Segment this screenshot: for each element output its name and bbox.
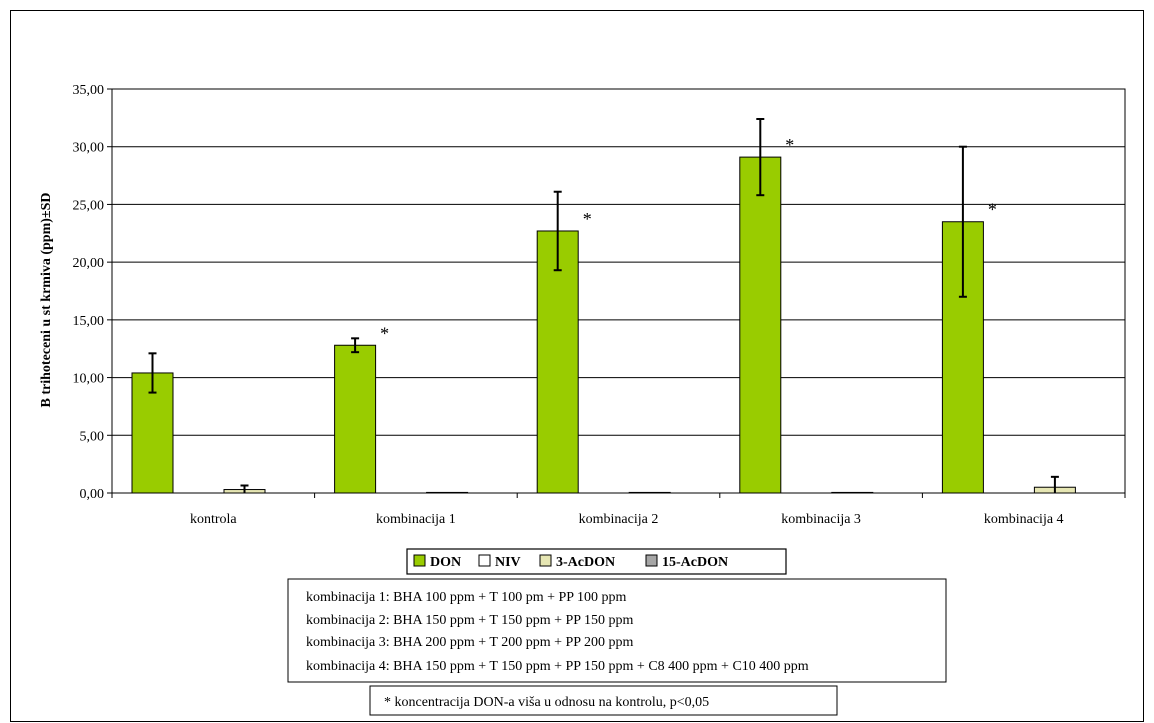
y-tick-label: 35,00 — [73, 83, 105, 98]
y-tick-label: 15,00 — [73, 314, 105, 329]
legend-label-niv: NIV — [495, 555, 521, 570]
bar-don-2 — [334, 344, 377, 494]
note-kombinacija-4: kombinacija 4: BHA 150 ppm + T 150 ppm +… — [306, 659, 809, 674]
y-tick-label: 25,00 — [73, 198, 105, 213]
significance-asterisk: * — [583, 209, 592, 229]
y-tick-label: 30,00 — [73, 141, 105, 156]
x-category-label: kombinacija 1 — [376, 512, 456, 527]
y-tick-label: 10,00 — [73, 372, 105, 387]
footnote-box — [369, 685, 838, 716]
significance-asterisk: * — [785, 135, 794, 155]
bar-3-acdon-2 — [426, 491, 469, 494]
y-axis-label: B trihoteceni u st krmiva (ppm)±SD — [39, 193, 54, 408]
note-kombinacija-3: kombinacija 3: BHA 200 ppm + T 200 ppm +… — [306, 635, 634, 650]
significance-footnote: * koncentracija DON-a viša u odnosu na k… — [384, 695, 709, 710]
legend-label-don: DON — [430, 555, 461, 570]
legend-swatch-15-acdon — [645, 554, 658, 567]
footnote-box-group: * koncentracija DON-a viša u odnosu na k… — [369, 685, 838, 716]
legend: DON NIV 3-AcDON 15-AcDON — [406, 548, 787, 575]
labels-layer: 0,00 5,00 10,00 15,00 20,00 25,00 30,00 35,00 ko… — [73, 83, 1064, 527]
x-category-label: kombinacija 3 — [781, 512, 861, 527]
legend-label-3-acdon: 3-AcDON — [556, 555, 615, 570]
notes-box-group: kombinacija 1: BHA 100 ppm + T 100 pm + … — [287, 578, 947, 683]
legend-box — [406, 548, 787, 575]
bar-don-4 — [739, 156, 782, 494]
legend-swatch-niv — [478, 554, 491, 567]
legend-label-15-acdon: 15-AcDON — [662, 555, 728, 570]
x-category-label: kombinacija 2 — [579, 512, 659, 527]
notes-box — [287, 578, 947, 683]
significance-asterisk: * — [380, 323, 389, 343]
bars-layer — [131, 118, 1076, 494]
y-tick-label: 20,00 — [73, 256, 105, 271]
legend-swatch-don — [413, 554, 426, 567]
significance-asterisk: * — [988, 200, 997, 220]
x-category-label: kombinacija 4 — [984, 512, 1064, 527]
bar-don-3 — [536, 230, 579, 494]
note-kombinacija-1: kombinacija 1: BHA 100 ppm + T 100 pm + … — [306, 590, 627, 605]
y-tick-label: 0,00 — [80, 487, 105, 502]
bar-3-acdon-4 — [831, 491, 874, 494]
y-tick-label: 5,00 — [80, 429, 105, 444]
note-kombinacija-2: kombinacija 2: BHA 150 ppm + T 150 ppm +… — [306, 613, 634, 628]
bar-3-acdon-3 — [628, 491, 671, 494]
x-category-label: kontrola — [190, 512, 237, 527]
legend-swatch-3-acdon — [539, 554, 552, 567]
